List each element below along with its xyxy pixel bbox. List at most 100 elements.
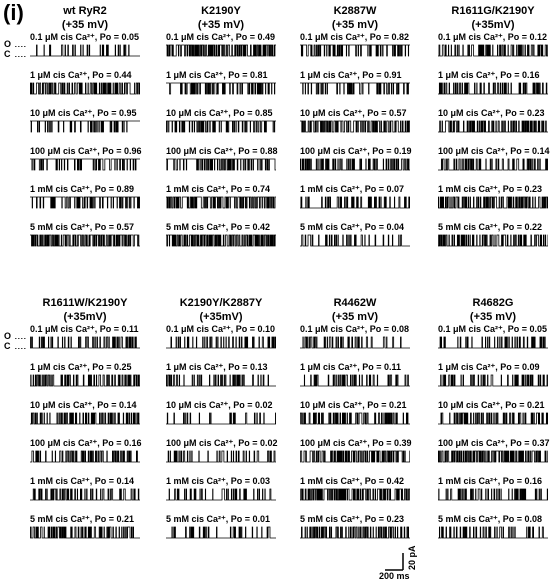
condition-label: 5 mM cis Ca²⁺, Po = 0.23 (300, 514, 405, 524)
trace-line (30, 158, 140, 171)
condition-label: 10 μM cis Ca²⁺, Po = 0.21 (438, 400, 545, 410)
condition-label: 1 μM cis Ca²⁺, Po = 0.91 (300, 70, 402, 80)
closed-level-dash (15, 56, 27, 57)
channel-trace (30, 196, 140, 209)
condition-label: 10 μM cis Ca²⁺, Po = 0.85 (166, 108, 273, 118)
trace-line (30, 336, 140, 349)
condition-label: 1 μM cis Ca²⁺, Po = 0.81 (166, 70, 268, 80)
channel-trace (438, 450, 548, 463)
trace-line (30, 196, 140, 209)
trace-line (300, 44, 410, 57)
channel-trace (30, 82, 140, 95)
channel-trace (438, 82, 548, 95)
channel-trace (438, 374, 548, 387)
condition-label: 0.1 μM cis Ca²⁺, Po = 0.05 (438, 324, 548, 334)
channel-trace (438, 196, 548, 209)
channel-trace (300, 450, 410, 463)
channel-trace (30, 44, 140, 57)
trace-line (300, 82, 410, 95)
group-voltage: (+35 mV) (469, 311, 517, 323)
closed-level-dash (15, 348, 27, 349)
condition-label: 5 mM cis Ca²⁺, Po = 0.21 (30, 514, 135, 524)
condition-label: 1 mM cis Ca²⁺, Po = 0.03 (166, 476, 271, 486)
condition-label: 1 μM cis Ca²⁺, Po = 0.25 (30, 362, 132, 372)
condition-label: 1 μM cis Ca²⁺, Po = 0.44 (30, 70, 132, 80)
trace-line (166, 196, 276, 209)
condition-label: 1 mM cis Ca²⁺, Po = 0.42 (300, 476, 405, 486)
group-voltage: (+35 mV) (197, 19, 245, 31)
group-title: R1611W/K2190Y (42, 297, 128, 309)
condition-label: 1 mM cis Ca²⁺, Po = 0.14 (30, 476, 135, 486)
group-title: R4682G (472, 297, 514, 309)
condition-label: 1 mM cis Ca²⁺, Po = 0.89 (30, 184, 135, 194)
trace-line (300, 120, 410, 133)
channel-trace (30, 234, 140, 247)
trace-line (438, 44, 548, 57)
channel-trace (166, 488, 276, 501)
condition-label: 1 mM cis Ca²⁺, Po = 0.16 (438, 476, 543, 486)
trace-line (438, 488, 548, 501)
condition-label: 0.1 μM cis Ca²⁺, Po = 0.11 (30, 324, 139, 334)
open-state-label: O (4, 331, 12, 341)
trace-line (438, 336, 548, 349)
condition-label: 10 μM cis Ca²⁺, Po = 0.21 (300, 400, 407, 410)
trace-line (438, 374, 548, 387)
channel-trace (166, 336, 276, 349)
trace-line (30, 120, 140, 133)
trace-line (438, 412, 548, 425)
group-title: R4462W (333, 297, 377, 309)
condition-label: 5 mM cis Ca²⁺, Po = 0.08 (438, 514, 543, 524)
channel-trace (30, 158, 140, 171)
condition-label: 0.1 μM cis Ca²⁺, Po = 0.08 (300, 324, 410, 334)
channel-trace (30, 450, 140, 463)
trace-line (166, 526, 276, 539)
condition-label: 1 mM cis Ca²⁺, Po = 0.07 (300, 184, 405, 194)
channel-trace (30, 412, 140, 425)
condition-label: 100 μM cis Ca²⁺, Po = 0.16 (30, 438, 142, 448)
trace-line (166, 336, 276, 349)
condition-label: 100 μM cis Ca²⁺, Po = 0.88 (166, 146, 278, 156)
channel-trace (166, 234, 276, 247)
condition-label: 0.1 μM cis Ca²⁺, Po = 0.10 (166, 324, 276, 334)
scale-current-label: 20 pA (407, 545, 417, 570)
trace-line (166, 488, 276, 501)
channel-trace (166, 120, 276, 133)
trace-line (300, 336, 410, 349)
group-title: K2190Y (201, 5, 241, 17)
trace-line (300, 374, 410, 387)
trace-line (300, 488, 410, 501)
trace-line (30, 44, 140, 57)
condition-label: 100 μM cis Ca²⁺, Po = 0.02 (166, 438, 278, 448)
channel-trace (438, 526, 548, 539)
group-title: R1611G/K2190Y (451, 5, 535, 17)
channel-trace (300, 82, 410, 95)
trace-line (438, 450, 548, 463)
channel-trace (300, 196, 410, 209)
group-voltage: (+35 mV) (61, 19, 109, 31)
condition-label: 5 mM cis Ca²⁺, Po = 0.01 (166, 514, 271, 524)
trace-line (166, 450, 276, 463)
group-voltage: (+35mV) (63, 311, 107, 323)
condition-label: 100 μM cis Ca²⁺, Po = 0.14 (438, 146, 550, 156)
channel-trace (30, 336, 140, 349)
condition-label: 5 mM cis Ca²⁺, Po = 0.42 (166, 222, 271, 232)
trace-line (300, 412, 410, 425)
channel-trace (30, 488, 140, 501)
condition-label: 5 mM cis Ca²⁺, Po = 0.57 (30, 222, 135, 232)
trace-line (300, 234, 410, 247)
condition-label: 100 μM cis Ca²⁺, Po = 0.39 (300, 438, 412, 448)
trace-line (166, 412, 276, 425)
condition-label: 1 mM cis Ca²⁺, Po = 0.23 (438, 184, 543, 194)
condition-label: 10 μM cis Ca²⁺, Po = 0.02 (166, 400, 273, 410)
trace-line (30, 488, 140, 501)
open-level-dash (15, 338, 27, 339)
open-state-label: O (4, 39, 12, 49)
channel-trace (438, 120, 548, 133)
trace-line (166, 44, 276, 57)
group-voltage: (+35mV) (471, 19, 515, 31)
trace-line (300, 526, 410, 539)
condition-label: 10 μM cis Ca²⁺, Po = 0.57 (300, 108, 407, 118)
trace-line (166, 234, 276, 247)
group-voltage: (+35 mV) (331, 311, 379, 323)
condition-label: 1 μM cis Ca²⁺, Po = 0.13 (166, 362, 268, 372)
